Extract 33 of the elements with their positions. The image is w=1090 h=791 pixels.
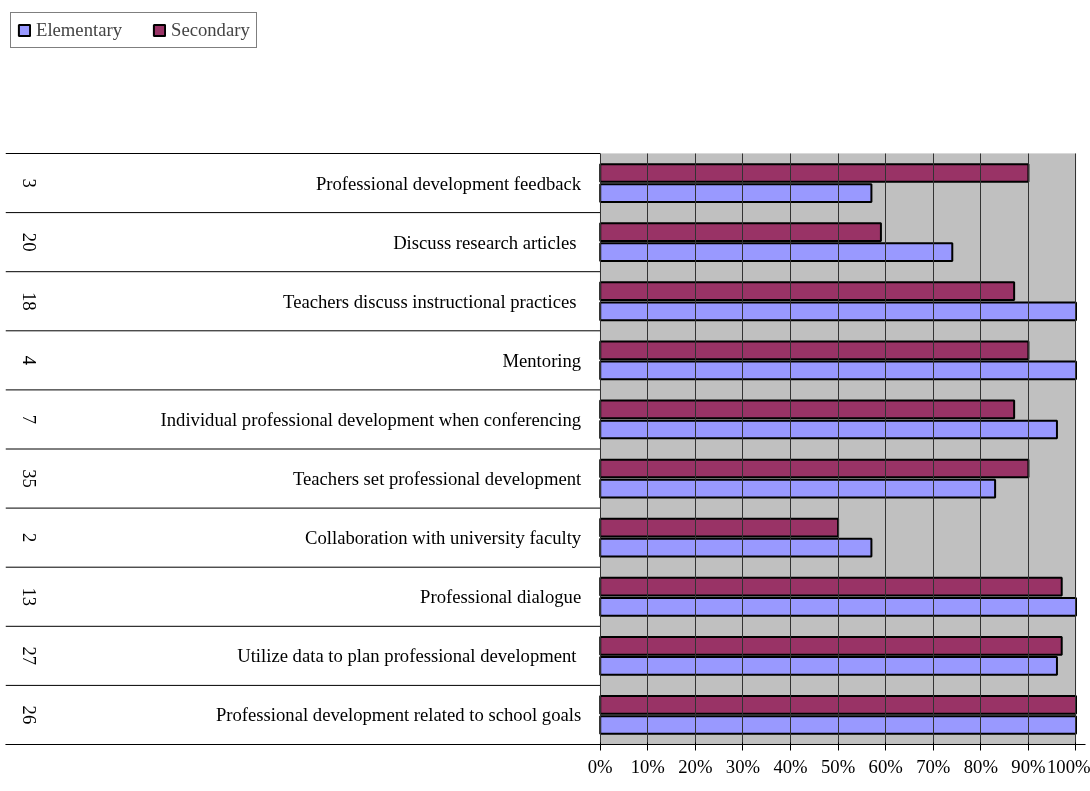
y-tick-label: Professional development feedback xyxy=(315,172,582,194)
x-tick-label: 70% xyxy=(916,755,951,777)
y-tick-label: Individual professional development when conferencing xyxy=(160,408,582,430)
text: 3 xyxy=(18,178,40,188)
text: 35 xyxy=(18,469,40,488)
y-tick-label: Discuss research articles xyxy=(393,231,577,253)
y-tick-label: Mentoring xyxy=(502,349,582,371)
y-tick-label: Collaboration with university faculty xyxy=(305,527,582,549)
y-tick-label: Utilize data to plan professional development xyxy=(237,645,578,667)
x-tick-label: 20% xyxy=(678,755,713,777)
x-tick-label: 100% xyxy=(1046,755,1090,777)
y-tick-label: Professional development related to school goals xyxy=(215,704,582,726)
legend-label: Secondary xyxy=(171,19,250,41)
text: 2 xyxy=(18,532,40,543)
x-tick-label: 60% xyxy=(868,755,903,777)
text: 20 xyxy=(18,232,40,252)
legend-label: Elementary xyxy=(36,19,122,41)
x-tick-label: 30% xyxy=(725,755,761,777)
x-tick-label: 80% xyxy=(963,755,998,777)
text: 4 xyxy=(18,355,40,366)
y-tick-label: Professional dialogue xyxy=(420,586,582,608)
x-tick-label: 40% xyxy=(773,755,808,777)
text: 26 xyxy=(18,705,40,725)
text: 13 xyxy=(18,587,40,607)
y-tick-label: Teachers discuss instructional practices xyxy=(283,290,577,312)
x-tick-label: 90% xyxy=(1011,755,1046,777)
text: 18 xyxy=(18,291,40,311)
x-tick-label: 0% xyxy=(587,755,613,777)
x-tick-label: 10% xyxy=(630,755,665,777)
y-tick-label: Teachers set professional development xyxy=(292,468,582,490)
text: 7 xyxy=(18,414,40,425)
x-tick-label: 50% xyxy=(821,755,856,777)
text: 27 xyxy=(18,646,40,666)
